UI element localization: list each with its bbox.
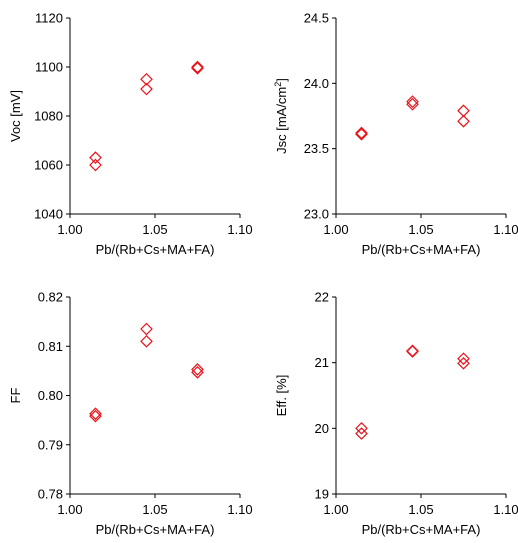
- jsc-y-axis-label: Jsc [mA/cm2]: [273, 78, 289, 154]
- ff-data-point: [140, 334, 153, 348]
- ff-x-tick-label: 1.05: [142, 502, 167, 517]
- voc-x-tick-label: 1.00: [57, 222, 82, 237]
- voc-y-tick-label: 1040: [34, 207, 63, 222]
- ff-y-tick-label: 0.79: [38, 437, 63, 452]
- jsc-data-point: [355, 127, 368, 141]
- jsc-x-tick-label: 1.10: [493, 222, 518, 237]
- eff-x-tick-label: 1.10: [493, 502, 518, 517]
- eff-data-point: [457, 356, 470, 370]
- voc-data-point: [89, 151, 102, 164]
- eff-data-point: [406, 344, 419, 358]
- eff-data-point: [457, 352, 470, 366]
- ff-y-tick-label: 0.80: [38, 388, 63, 403]
- voc-data-point: [89, 158, 102, 172]
- jsc-y-tick-label: 23.0: [304, 207, 329, 222]
- ff-data-point: [140, 322, 153, 336]
- ff-data-point: [191, 363, 204, 376]
- voc-data-point: [191, 60, 204, 74]
- voc-data-point: [191, 61, 204, 75]
- voc-data-point: [140, 72, 153, 86]
- voc-panel: 1040 1060 1080 1100 1120 1.00 1.05 1.10 Pb/(Rb+C…: [8, 11, 253, 258]
- eff-data-point: [406, 345, 419, 358]
- jsc-x-tick-label: 1.00: [323, 222, 348, 237]
- eff-x-tick-label: 1.05: [408, 502, 433, 517]
- jsc-data-point: [355, 126, 368, 140]
- voc-x-axis-label: Pb/(Rb+Cs+MA+FA): [96, 242, 215, 257]
- jsc-data-point: [457, 104, 470, 118]
- ff-y-tick-label: 0.82: [38, 290, 63, 305]
- eff-x-axis-label: Pb/(Rb+Cs+MA+FA): [362, 522, 481, 537]
- jsc-data-point: [406, 97, 419, 111]
- ff-x-tick-label: 1.00: [57, 502, 82, 517]
- jsc-data-point: [457, 114, 470, 128]
- jsc-x-axis-label: Pb/(Rb+Cs+MA+FA): [362, 242, 481, 257]
- eff-y-axis-label: Eff. [%]: [274, 375, 289, 417]
- jsc-y-tick-label: 23.5: [304, 141, 329, 156]
- voc-y-tick-label: 1100: [35, 60, 63, 75]
- voc-y-tick-label: 1120: [35, 11, 63, 26]
- voc-data-point: [140, 82, 153, 96]
- ff-y-tick-label: 0.81: [38, 339, 63, 354]
- voc-x-tick-label: 1.10: [227, 222, 252, 237]
- eff-data-point: [355, 421, 368, 435]
- ff-x-tick-label: 1.10: [227, 502, 252, 517]
- eff-y-tick-label: 22: [315, 290, 329, 305]
- voc-x-tick-label: 1.05: [142, 222, 167, 237]
- voc-y-tick-label: 1080: [34, 109, 63, 124]
- voc-y-axis-label: Voc [mV]: [8, 90, 23, 142]
- ff-y-axis-label: FF: [8, 388, 23, 404]
- ff-data-point: [191, 366, 204, 379]
- jsc-y-tick-label: 24.5: [304, 11, 329, 26]
- eff-data-point: [355, 427, 368, 440]
- jsc-data-point: [406, 95, 419, 108]
- ff-data-point: [89, 409, 102, 423]
- ff-panel: 0.78 0.79 0.80 0.81 0.82 1.00 1.05 1.10 Pb/(Rb+C…: [8, 290, 253, 538]
- eff-y-tick-label: 21: [315, 355, 329, 370]
- eff-panel: 19 20 21 22 1.00 1.05 1.10 Pb/(Rb+Cs+MA+FA) Eff.…: [274, 290, 518, 538]
- ff-y-tick-label: 0.78: [38, 487, 63, 502]
- eff-y-tick-label: 20: [315, 421, 329, 436]
- eff-x-tick-label: 1.00: [323, 502, 348, 517]
- jsc-y-tick-label: 24.0: [304, 76, 329, 91]
- eff-y-tick-label: 19: [315, 487, 329, 502]
- ff-data-point: [89, 407, 102, 421]
- ff-x-axis-label: Pb/(Rb+Cs+MA+FA): [96, 522, 215, 537]
- jsc-x-tick-label: 1.05: [408, 222, 433, 237]
- voc-y-tick-label: 1060: [34, 158, 63, 173]
- jsc-panel: 23.0 23.5 24.0 24.5 1.00 1.05 1.10 Pb/(Rb+Cs+MA…: [273, 11, 518, 258]
